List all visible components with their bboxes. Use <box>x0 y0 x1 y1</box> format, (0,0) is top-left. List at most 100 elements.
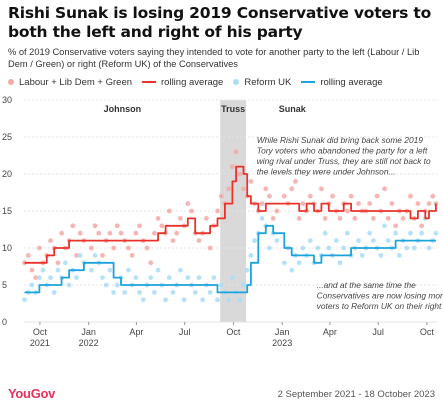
data-point <box>207 290 213 295</box>
data-point <box>229 275 235 280</box>
data-point <box>322 230 328 236</box>
annotation-text: Tory voters who abandoned the party for … <box>257 145 428 155</box>
data-point <box>189 208 194 214</box>
data-point <box>218 193 224 199</box>
data-point <box>226 297 232 303</box>
data-point <box>341 245 347 251</box>
data-point <box>196 275 202 280</box>
data-point <box>226 186 232 192</box>
data-point <box>107 230 113 236</box>
x-tick-year-label: 2022 <box>79 338 99 348</box>
data-point <box>396 253 402 258</box>
data-point <box>385 216 391 221</box>
data-point <box>345 208 350 214</box>
data-point <box>356 201 361 206</box>
data-point <box>296 216 302 221</box>
data-point <box>259 216 265 221</box>
data-point <box>293 179 298 184</box>
data-point <box>237 297 243 303</box>
data-point <box>307 238 313 244</box>
data-point <box>218 282 224 288</box>
data-point <box>129 253 135 258</box>
data-point <box>211 275 217 280</box>
data-point <box>385 238 391 244</box>
data-point <box>55 267 61 273</box>
data-point <box>263 186 269 192</box>
data-point <box>100 253 105 258</box>
data-point <box>281 260 287 266</box>
data-point <box>400 216 406 221</box>
annotation-text: ...and at the same time the <box>317 280 417 290</box>
data-point <box>111 290 116 295</box>
data-point <box>333 238 339 244</box>
data-point <box>248 179 254 184</box>
data-point <box>433 230 439 236</box>
data-point <box>215 297 220 303</box>
data-point <box>404 245 410 251</box>
data-point <box>267 193 272 199</box>
data-point <box>114 223 120 229</box>
x-tick-label: Apr <box>129 327 143 337</box>
data-point <box>408 230 413 236</box>
data-point <box>367 201 373 206</box>
data-point <box>196 238 202 244</box>
data-point <box>96 230 102 236</box>
period-label: Johnson <box>104 104 142 114</box>
y-tick-label: 15 <box>2 206 12 216</box>
data-point <box>233 149 239 155</box>
legend-line-icon <box>142 81 157 83</box>
x-tick-year-label: 2021 <box>30 338 50 348</box>
data-point <box>259 201 265 206</box>
data-point <box>252 238 258 244</box>
data-point <box>155 216 161 221</box>
annotation-text: While Rishi Sunak did bring back some 20… <box>257 135 424 145</box>
data-point <box>74 275 79 280</box>
data-point <box>382 186 387 192</box>
data-point <box>430 193 436 199</box>
data-point <box>370 238 376 244</box>
x-tick-label: Apr <box>323 327 337 337</box>
data-point <box>152 290 157 295</box>
data-point <box>77 253 83 258</box>
legend-line-icon <box>301 81 316 83</box>
y-tick-label: 10 <box>2 243 12 253</box>
data-point <box>144 245 150 251</box>
annotation-text: voters to Reform UK on their right <box>317 301 442 311</box>
data-point <box>22 297 27 303</box>
data-point <box>163 297 168 303</box>
date-range: 2 September 2021 - 18 October 2023 <box>277 389 435 400</box>
data-point <box>66 282 72 288</box>
rolling-average-line <box>24 224 436 294</box>
data-point <box>174 230 180 236</box>
data-point <box>133 275 139 280</box>
data-point <box>419 230 425 236</box>
data-point <box>393 223 399 229</box>
data-point <box>322 216 328 221</box>
y-tick-label: 30 <box>2 95 12 105</box>
data-point <box>148 260 154 266</box>
data-point <box>55 260 61 266</box>
x-tick-label: Oct <box>33 327 48 337</box>
data-point <box>92 223 98 229</box>
legend-item-right-line: rolling average <box>301 77 383 88</box>
legend-item-left-line: rolling average <box>142 77 223 88</box>
annotation-text: Conservatives are now losing more <box>317 290 443 300</box>
data-point <box>207 245 213 251</box>
data-point <box>177 267 183 273</box>
annotation-text: wing rival under Truss, they are still n… <box>257 156 431 166</box>
data-point <box>48 238 53 244</box>
data-point <box>289 267 295 273</box>
data-point <box>100 275 105 280</box>
data-point <box>237 171 243 177</box>
data-point <box>155 267 161 273</box>
data-point <box>88 245 94 251</box>
data-point <box>185 201 191 206</box>
data-point <box>356 238 361 244</box>
data-point <box>307 193 313 199</box>
data-point <box>426 245 432 251</box>
data-point <box>300 245 306 251</box>
data-point <box>393 230 399 236</box>
data-point <box>33 275 39 280</box>
data-point <box>274 208 280 214</box>
data-point <box>114 282 120 288</box>
